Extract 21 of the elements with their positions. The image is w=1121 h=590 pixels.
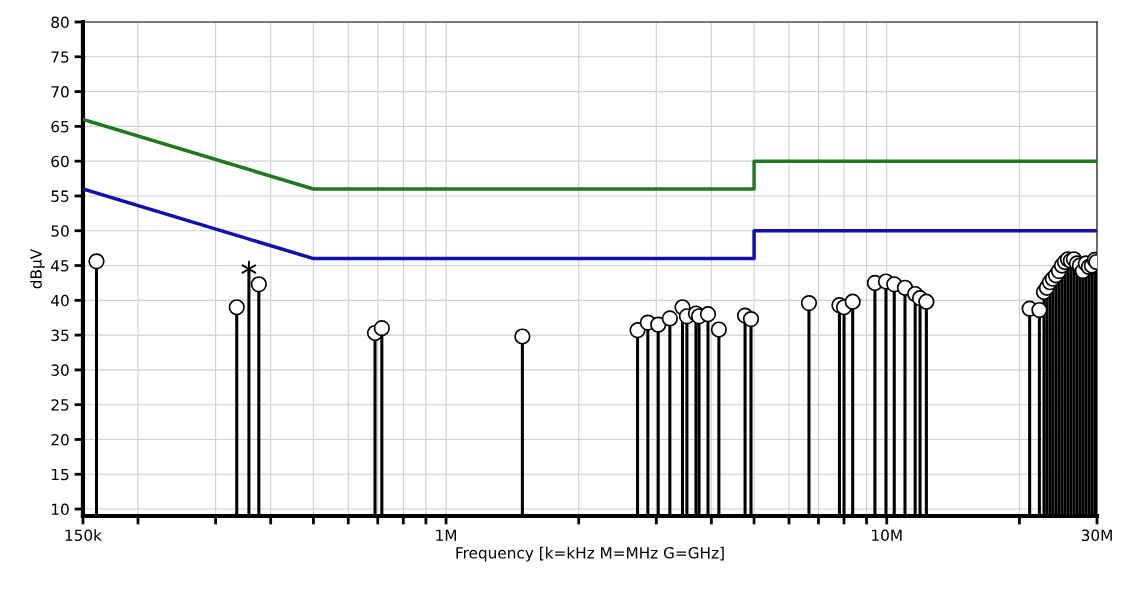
y-tick-label: 10 xyxy=(52,503,69,516)
x-tick-label: 10M xyxy=(872,529,902,542)
y-tick-label: 70 xyxy=(51,86,69,98)
y-tick-label: 45 xyxy=(51,260,69,272)
y-axis-title: dBµV xyxy=(29,248,45,289)
y-tick-label: 75 xyxy=(51,51,69,63)
y-tick-label: 20 xyxy=(51,433,69,446)
y-tick-label: 80 xyxy=(51,16,69,29)
x-tick-label: 150k xyxy=(65,529,102,542)
y-tick-label: 65 xyxy=(51,120,69,133)
x-axis-title: Frequency [k=kHz M=MHz G=GHz] xyxy=(456,546,724,562)
x-tick-label: 30M xyxy=(1081,529,1112,542)
y-tick-label: 40 xyxy=(51,294,69,307)
x-tick-label: 1M xyxy=(436,529,457,541)
y-tick-label: 50 xyxy=(51,225,69,237)
y-tick-label: 25 xyxy=(51,399,69,411)
y-tick-label: 55 xyxy=(51,190,69,202)
y-tick-label: 60 xyxy=(51,155,69,168)
y-tick-label: 15 xyxy=(52,468,69,481)
y-tick-label: 35 xyxy=(51,329,69,342)
y-tick-label: 30 xyxy=(51,364,69,376)
